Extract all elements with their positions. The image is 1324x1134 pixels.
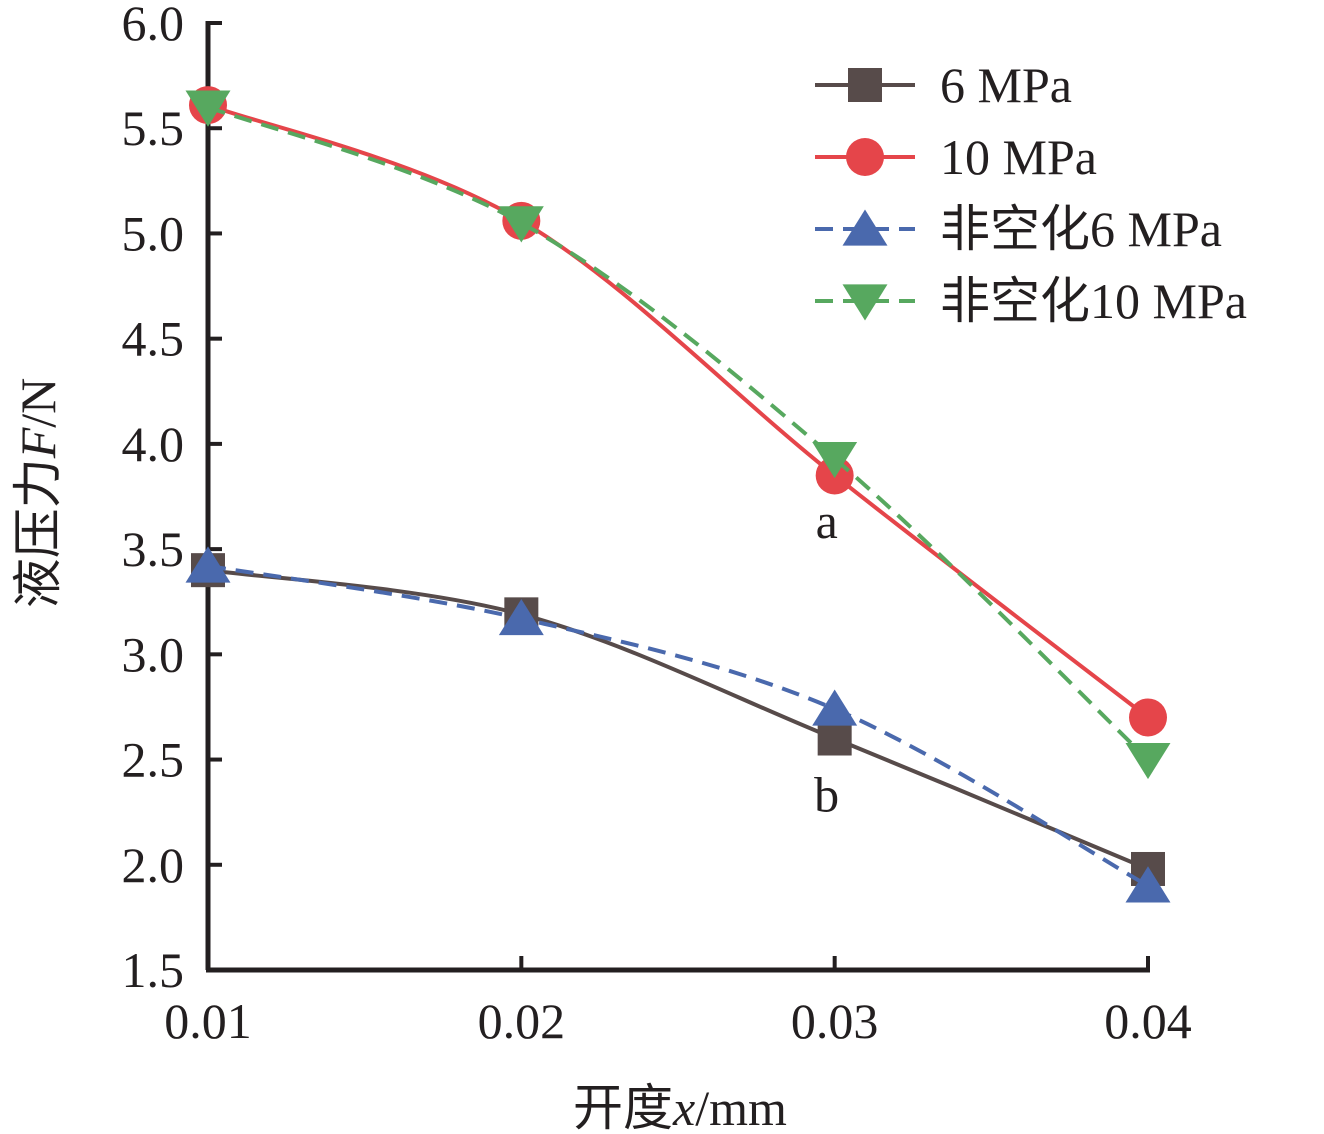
legend-label: 非空化10 MPa xyxy=(940,273,1247,329)
data-point xyxy=(817,721,852,756)
x-tick-label: 0.04 xyxy=(1104,993,1192,1049)
annotations: ab xyxy=(814,493,839,823)
y-axis-title: 液压力F/N xyxy=(10,378,66,609)
legend-label: 10 MPa xyxy=(940,129,1097,185)
series-line xyxy=(207,568,1149,871)
y-tick-label: 6.0 xyxy=(122,0,185,51)
data-point xyxy=(812,442,858,479)
data-point xyxy=(498,599,544,636)
series-1 xyxy=(191,553,1165,886)
y-tick-label: 2.5 xyxy=(122,732,185,788)
y-tick-label: 3.5 xyxy=(122,521,185,577)
y-tick-label: 1.5 xyxy=(122,942,185,998)
x-tick-label: 0.01 xyxy=(164,993,252,1049)
y-tick-label: 5.5 xyxy=(122,100,185,156)
y-tick-label: 4.5 xyxy=(122,311,185,367)
legend-marker xyxy=(842,209,888,246)
y-tick-label: 2.0 xyxy=(122,837,185,893)
series-4 xyxy=(185,90,1171,780)
series-line xyxy=(207,103,1150,720)
data-point xyxy=(1125,742,1171,780)
x-tick-label: 0.02 xyxy=(478,993,566,1049)
data-point xyxy=(1129,698,1167,737)
annotation-label: a xyxy=(816,493,838,549)
axes: 1.5 2.0 2.5 3.0 3.5 4.0 4.5 5.0 5.5 6.0 0.01 0.02 0.… xyxy=(122,0,1192,1049)
x-tick-label: 0.03 xyxy=(791,993,879,1049)
data-point xyxy=(185,90,231,127)
legend-marker xyxy=(842,284,888,321)
series-line xyxy=(207,563,1149,888)
data-point xyxy=(185,546,231,583)
y-tick-label: 4.0 xyxy=(122,416,185,472)
data-point xyxy=(498,206,544,243)
x-axis-title: 开度x/mm xyxy=(573,1080,787,1134)
annotation-label: b xyxy=(814,767,839,823)
legend-marker xyxy=(848,68,882,102)
y-tick-label: 5.0 xyxy=(122,205,185,261)
series-layer xyxy=(185,86,1171,903)
series-line xyxy=(207,105,1150,761)
y-tick-label: 3.0 xyxy=(122,626,185,682)
legend: 6 MPa 10 MPa 非空化6 MPa 非空化10 MPa xyxy=(815,57,1247,329)
legend-label: 非空化6 MPa xyxy=(940,201,1222,257)
legend-label: 6 MPa xyxy=(940,57,1072,113)
data-point xyxy=(812,689,858,726)
series-3 xyxy=(185,546,1171,903)
legend-marker xyxy=(846,138,884,176)
data-point xyxy=(1125,866,1171,903)
